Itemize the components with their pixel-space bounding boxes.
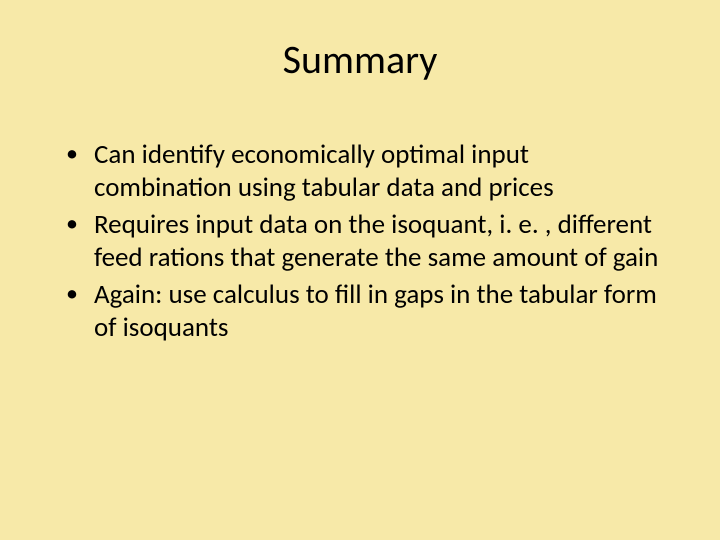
bullet-item: Can identify economically optimal input … <box>66 139 670 205</box>
slide-title: Summary <box>50 35 670 84</box>
bullet-item: Requires input data on the isoquant, i. … <box>66 209 670 275</box>
bullet-item: Again: use calculus to fill in gaps in t… <box>66 279 670 345</box>
bullet-list: Can identify economically optimal input … <box>50 139 670 345</box>
slide-container: Summary Can identify economically optima… <box>0 0 720 540</box>
